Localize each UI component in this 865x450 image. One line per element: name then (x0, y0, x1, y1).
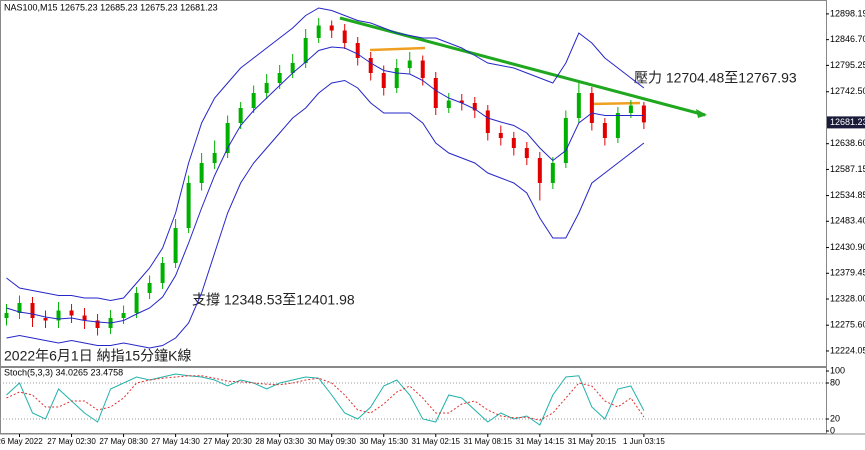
candle-body (394, 68, 399, 88)
y-tick-label: 20 (830, 413, 840, 423)
candle-body (4, 313, 9, 318)
candle-body (277, 73, 282, 83)
y-tick-label: 100 (830, 365, 845, 375)
candle-body (342, 30, 347, 43)
candle-body (173, 228, 178, 263)
candle-body (225, 123, 230, 153)
candle-body (446, 100, 451, 108)
candle-body (368, 58, 373, 73)
candle-body (56, 310, 61, 321)
candle-body (121, 313, 126, 318)
y-tick-label: 12275.60 (830, 320, 865, 330)
candle-body (134, 293, 139, 313)
y-tick-label: 12328.00 (830, 293, 865, 303)
y-tick-label: 12846.70 (830, 34, 865, 44)
candle-body (524, 148, 529, 158)
y-tick-label: 12379.45 (830, 268, 865, 278)
stoch-main (6, 373, 645, 426)
candle-body (264, 83, 269, 93)
candle-body (160, 263, 165, 283)
main-frame (0, 0, 827, 367)
y-tick-label: 12638.60 (830, 138, 865, 148)
candle-body (186, 183, 191, 228)
x-tick-label: 31 May 08:15 (464, 437, 513, 446)
y-tick-label: 12224.05 (830, 345, 865, 355)
candle-body (17, 303, 22, 313)
candle-body (420, 60, 425, 78)
x-tick-label: 27 May 20:30 (203, 437, 252, 446)
candle-body (316, 25, 321, 38)
x-tick-label: 31 May 20:15 (568, 437, 617, 446)
x-tick-label: 30 May 15:30 (359, 437, 408, 446)
x-tick-label: 1 Jun 03:15 (623, 437, 665, 446)
candle-body (628, 105, 633, 113)
candle-body (511, 138, 516, 148)
candle-body (251, 93, 256, 108)
stoch-label: Stoch(5,3,3) 34.0265 23.4758 (4, 367, 123, 377)
candle-body (472, 103, 477, 111)
current-price: 12681.23 (830, 117, 865, 127)
candle-body (433, 78, 438, 108)
candle-body (238, 108, 243, 123)
bollinger-band (6, 46, 644, 324)
x-tick-label: 26 May 2022 (0, 437, 43, 446)
candle-body (537, 158, 542, 183)
y-tick-label: 12898.19 (830, 8, 865, 18)
y-tick-label: 12483.40 (830, 216, 865, 226)
candle-body (576, 93, 581, 118)
y-tick-label: 12742.50 (830, 86, 865, 96)
candle-body (602, 123, 607, 138)
candle-body (485, 110, 490, 133)
candle-body (212, 153, 217, 163)
candle-body (407, 60, 412, 68)
annotation: 壓力 12704.48至12767.93 (634, 70, 797, 86)
y-tick-label: 12430.90 (830, 242, 865, 252)
candle-body (459, 100, 464, 103)
stoch-signal (6, 375, 645, 421)
candle-body (550, 163, 555, 183)
x-tick-label: 27 May 14:30 (151, 437, 200, 446)
candle-body (355, 43, 360, 58)
candle-body (82, 315, 87, 321)
header: NAS100,M15 12675.23 12685.23 12675.23 12… (4, 2, 218, 12)
annotation: 支撐 12348.53至12401.98 (192, 292, 355, 308)
y-tick-label: 12534.85 (830, 190, 865, 200)
candle-body (498, 133, 503, 138)
x-tick-label: 27 May 02:30 (47, 437, 96, 446)
x-tick-label: 30 May 09:30 (307, 437, 356, 446)
candle-body (641, 105, 646, 123)
x-tick-label: 31 May 02:15 (412, 437, 461, 446)
candle-body (95, 320, 100, 328)
price-box (827, 116, 865, 129)
y-tick-label: 12587.15 (830, 164, 865, 174)
candle-body (69, 310, 74, 316)
x-tick-label: 31 May 14:15 (516, 437, 565, 446)
bollinger-band (6, 7, 645, 302)
candle-body (290, 63, 295, 73)
chart-title: 2022年6月1日 納指15分鐘K線 (4, 348, 192, 364)
x-tick-label: 28 May 03:30 (255, 437, 304, 446)
orange-line (589, 101, 641, 106)
arrow-head (696, 109, 707, 118)
candle-body (563, 118, 568, 163)
candle-body (199, 163, 204, 183)
candle-body (43, 318, 48, 321)
candle-body (303, 38, 308, 63)
x-tick-label: 27 May 08:30 (99, 437, 148, 446)
y-tick-label: 12795.25 (830, 60, 865, 70)
candle-body (147, 283, 152, 293)
candle-body (30, 303, 35, 318)
candle-body (589, 93, 594, 123)
orange-line (369, 46, 426, 52)
y-tick-label: 80 (830, 377, 840, 387)
candle-body (329, 25, 334, 31)
candle-body (615, 113, 620, 138)
bollinger-band (6, 79, 645, 349)
y-tick-label: 0 (830, 425, 835, 435)
stoch-frame (0, 367, 827, 434)
candle-body (381, 73, 386, 88)
